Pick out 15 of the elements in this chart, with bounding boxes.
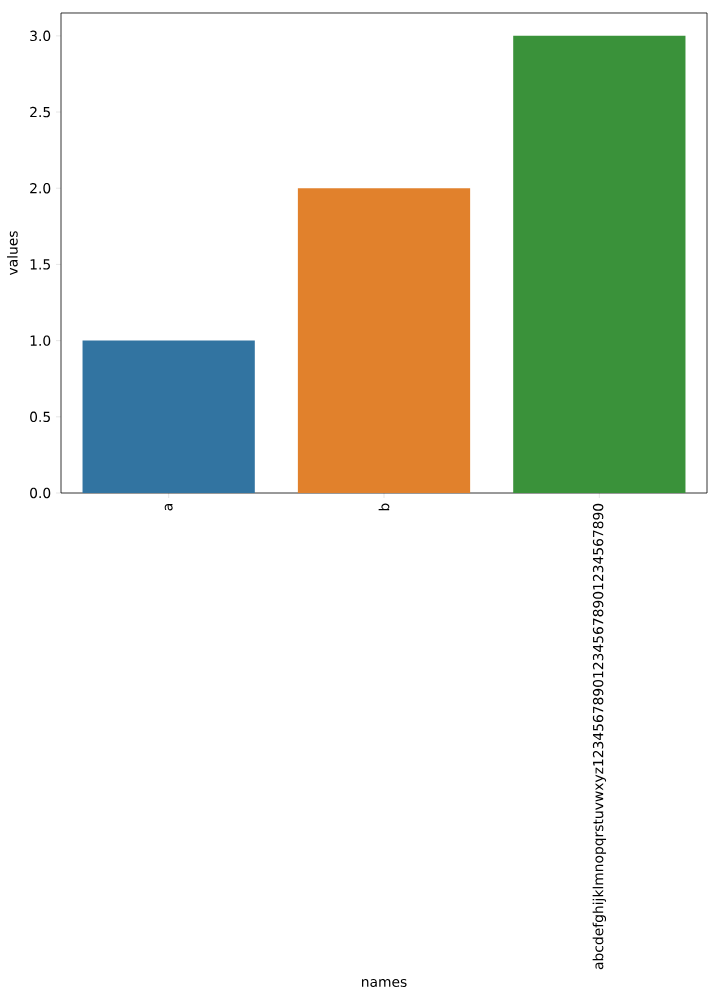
bar xyxy=(513,35,686,493)
y-tick-label: 0.5 xyxy=(30,411,50,423)
bar xyxy=(82,340,255,493)
x-tick-label: b xyxy=(378,503,390,511)
y-tick-label: 1.5 xyxy=(30,259,50,270)
y-tick-label: 2.5 xyxy=(30,106,50,118)
bar xyxy=(297,188,471,493)
x-tick-label: a xyxy=(164,504,173,511)
y-tick-label: 2.0 xyxy=(30,182,51,194)
y-tick-label: 0.0 xyxy=(30,487,51,499)
x-axis-title: names xyxy=(362,979,407,987)
x-tick-label: abcdefghijklmnopqrstuvwxyz123456789012345678901234567890 xyxy=(592,503,607,970)
y-axis-title: values xyxy=(7,231,18,276)
y-tick-label: 1.0 xyxy=(30,335,51,346)
y-tick-label: 3.0 xyxy=(30,30,51,42)
